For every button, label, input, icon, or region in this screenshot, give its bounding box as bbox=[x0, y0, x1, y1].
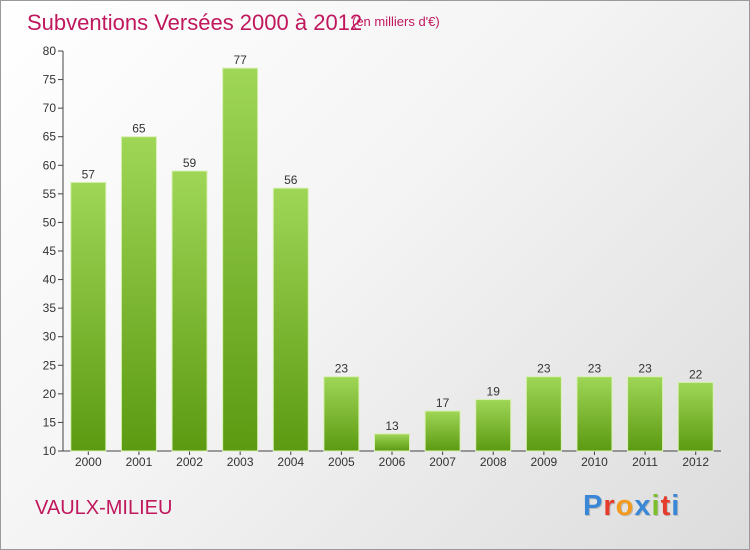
bar bbox=[677, 381, 714, 452]
x-tick-label: 2005 bbox=[328, 455, 355, 469]
logo-letter: P bbox=[583, 490, 604, 522]
bar bbox=[576, 376, 613, 452]
y-tick-label: 55 bbox=[43, 187, 57, 201]
bar bbox=[70, 181, 107, 452]
bar bbox=[374, 433, 410, 452]
proxiti-logo[interactable]: Proxiti bbox=[583, 490, 680, 523]
bar bbox=[627, 376, 664, 452]
x-tick-label: 2008 bbox=[480, 455, 507, 469]
chart-labels: 57 2000 65 2001 59 2002 77 2003 56 2004 23 2005 13 20… bbox=[75, 53, 709, 469]
y-tick-label: 35 bbox=[43, 301, 57, 315]
y-tick-label: 25 bbox=[43, 358, 57, 372]
bar bbox=[272, 187, 309, 452]
logo-letter: i bbox=[671, 490, 681, 522]
y-tick-label: 30 bbox=[43, 330, 57, 344]
bar-value-label: 13 bbox=[385, 419, 399, 433]
y-tick-label: 60 bbox=[43, 158, 57, 172]
bar-value-label: 19 bbox=[487, 385, 501, 399]
x-tick-label: 2004 bbox=[277, 455, 304, 469]
bar bbox=[525, 376, 562, 452]
bar-value-label: 77 bbox=[233, 53, 247, 67]
bar bbox=[323, 376, 360, 452]
x-tick-label: 2007 bbox=[429, 455, 456, 469]
x-tick-label: 2002 bbox=[176, 455, 203, 469]
logo-letter: t bbox=[660, 490, 672, 522]
logo-letter: r bbox=[603, 490, 616, 522]
logo-letter: x bbox=[634, 490, 652, 522]
x-tick-label: 2012 bbox=[682, 455, 709, 469]
y-tick-label: 70 bbox=[43, 101, 57, 115]
chart-title: Subventions Versées 2000 à 2012 bbox=[27, 10, 363, 35]
x-tick-label: 2006 bbox=[379, 455, 406, 469]
bar-value-label: 17 bbox=[436, 396, 450, 410]
bar-value-label: 65 bbox=[132, 122, 146, 136]
y-tick-label: 10 bbox=[43, 444, 57, 458]
x-tick-label: 2010 bbox=[581, 455, 608, 469]
y-tick-label: 40 bbox=[43, 273, 57, 287]
commune-name: VAULX-MILIEU bbox=[35, 497, 173, 519]
bar-value-label: 22 bbox=[689, 367, 703, 381]
chart-unit: (en milliers d'€) bbox=[352, 14, 440, 29]
bar-value-label: 23 bbox=[638, 362, 652, 376]
bar bbox=[424, 410, 461, 452]
y-tick-label: 75 bbox=[43, 73, 57, 87]
logo-letter: i bbox=[651, 490, 661, 522]
bar bbox=[120, 136, 157, 452]
x-tick-label: 2011 bbox=[632, 455, 658, 469]
y-tick-label: 65 bbox=[43, 130, 57, 144]
bar-value-label: 23 bbox=[537, 362, 551, 376]
y-tick-label: 45 bbox=[43, 244, 57, 258]
bar-value-label: 23 bbox=[335, 362, 349, 376]
y-tick-label: 80 bbox=[43, 44, 57, 58]
x-tick-label: 2001 bbox=[126, 455, 153, 469]
logo-letter: o bbox=[615, 490, 635, 522]
chart-bars bbox=[70, 67, 714, 452]
chart-axes: 10 15 20 25 30 35 40 45 50 55 60 65 70 75 80 bbox=[43, 44, 721, 458]
bar bbox=[222, 67, 259, 452]
bar-value-label: 57 bbox=[82, 167, 96, 181]
bar-value-label: 23 bbox=[588, 362, 602, 376]
bar-value-label: 59 bbox=[183, 156, 197, 170]
y-tick-label: 20 bbox=[43, 387, 57, 401]
y-tick-label: 50 bbox=[43, 215, 57, 229]
bar bbox=[171, 170, 208, 452]
x-tick-label: 2009 bbox=[530, 455, 557, 469]
x-tick-label: 2003 bbox=[227, 455, 254, 469]
bar bbox=[475, 399, 512, 452]
bar-value-label: 56 bbox=[284, 173, 298, 187]
y-tick-label: 15 bbox=[43, 415, 57, 429]
x-tick-label: 2000 bbox=[75, 455, 102, 469]
